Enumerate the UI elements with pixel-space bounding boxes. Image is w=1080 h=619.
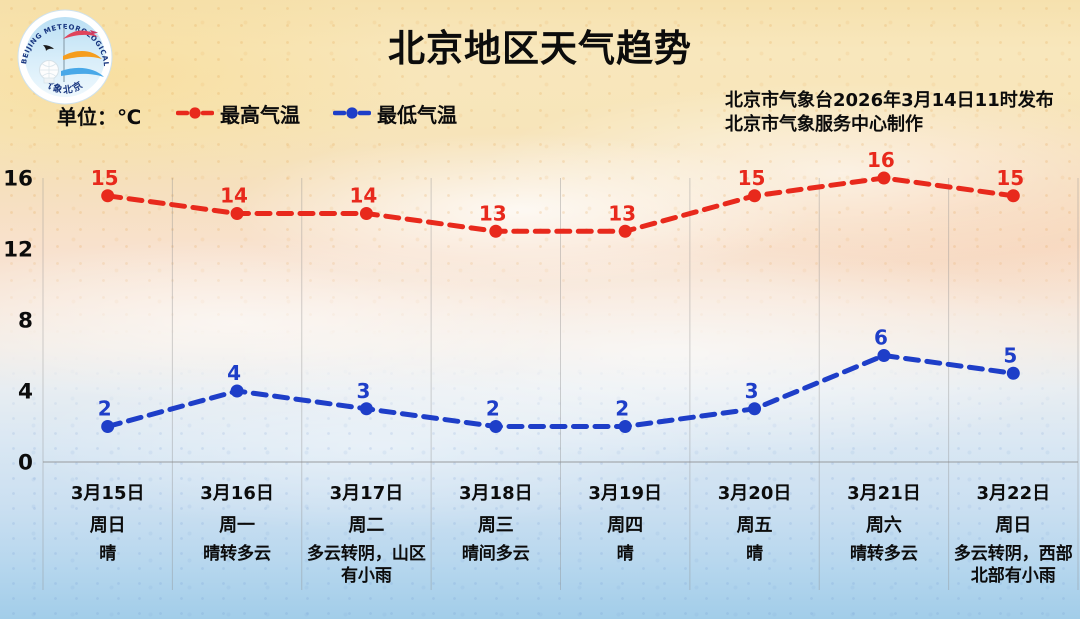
x-label-weather: 晴转多云 (849, 544, 918, 564)
issued-line2: 北京市气象服务中心制作 (725, 114, 923, 135)
data-point-label: 15 (738, 166, 766, 190)
x-label-weekday: 周一 (219, 515, 256, 536)
x-label-date: 3月15日 (70, 483, 145, 504)
data-point (877, 349, 891, 362)
data-point (359, 402, 373, 416)
x-label-weekday: 周四 (607, 515, 644, 536)
x-label-date: 3月20日 (717, 483, 792, 504)
logo-plane-icon (90, 30, 98, 35)
data-point (1006, 366, 1020, 380)
x-label-column: 3月22日周日多云转阴，西部北部有小雨 (949, 476, 1078, 611)
data-point (748, 189, 762, 203)
logo-dome-base (43, 77, 55, 84)
data-point (230, 384, 244, 398)
x-label-weather: 多云转阴，山区有小雨 (306, 544, 426, 586)
x-label-weather: 晴 (616, 544, 634, 564)
data-point (1006, 189, 1020, 203)
x-label-date: 3月17日 (329, 483, 404, 504)
x-label-weekday: 周五 (736, 515, 773, 536)
x-label-weather: 晴 (99, 544, 117, 564)
logo-blue-swoosh (61, 67, 104, 77)
series-max-temp: 15 14 14 13 13 15 16 15 (91, 148, 1024, 238)
issued-line1: 北京市气象台2026年3月14日11时发布 (725, 90, 1054, 111)
x-label-weekday: 周二 (348, 515, 385, 536)
y-tick-label: 4 (18, 380, 33, 405)
x-label-weekday: 周六 (865, 515, 902, 536)
legend-item-min-temp: 最低气温 (333, 99, 457, 128)
y-tick-label: 8 (18, 309, 33, 334)
logo-swallow-icon (43, 45, 54, 51)
x-label-column: 3月16日周一晴转多云 (172, 476, 301, 611)
x-label-column: 3月18日周三晴间多云 (431, 476, 560, 611)
data-point (101, 189, 115, 203)
data-point (489, 224, 503, 238)
x-label-date: 3月19日 (588, 483, 662, 504)
data-point (230, 207, 244, 220)
data-point-label: 13 (608, 201, 636, 225)
data-point (618, 420, 632, 433)
x-label-date: 3月22日 (976, 483, 1051, 504)
data-point-label: 2 (615, 397, 629, 421)
x-label-column: 3月19日周四晴 (561, 476, 690, 611)
logo-red-ribbon (63, 30, 98, 39)
data-point-label: 16 (867, 148, 895, 172)
x-label-date: 3月16日 (200, 483, 274, 504)
x-label-weekday: 周日 (995, 515, 1032, 536)
gridlines (42, 178, 1079, 590)
data-point-label: 5 (1003, 343, 1017, 367)
x-label-column: 3月17日周二多云转阴，山区有小雨 (302, 476, 431, 611)
data-point (359, 207, 373, 220)
legend-item-max-temp: 最高气温 (176, 99, 300, 128)
x-label-date: 3月21日 (847, 483, 921, 504)
x-label-weather: 多云转阴，西部北部有小雨 (953, 544, 1073, 586)
legend-dash-dot-swatch (176, 107, 214, 119)
beijing-meteorological-service-logo: BEIJING METEOROLOGICAL SERVICE 气象北京 (16, 8, 113, 105)
y-tick-label: 16 (3, 167, 33, 192)
y-tick-label: 12 (3, 238, 33, 263)
x-label-weekday: 周日 (89, 515, 126, 536)
data-point-label: 14 (220, 184, 248, 208)
logo-dome-lattice (40, 60, 58, 80)
data-point-label: 15 (91, 166, 119, 190)
y-tick-label: 0 (18, 451, 33, 476)
data-point-label: 15 (996, 166, 1024, 190)
page-title: 北京地区天气趋势 (388, 27, 692, 70)
data-point-label: 4 (227, 361, 241, 385)
legend-label: 最低气温 (377, 102, 457, 127)
data-point-label: 2 (98, 397, 112, 421)
data-point-label: 3 (745, 379, 759, 403)
data-point (618, 224, 632, 238)
y-axis-ticks: 0 4 8 12 16 (3, 167, 33, 476)
x-label-weather: 晴转多云 (203, 544, 272, 564)
data-point (748, 402, 762, 416)
series-line (105, 353, 1016, 429)
x-label-column: 3月21日周六晴转多云 (819, 476, 948, 611)
data-point-label: 14 (350, 184, 378, 208)
data-point-label: 3 (356, 379, 370, 403)
data-point-label: 2 (486, 397, 500, 421)
legend-dash-dot-swatch (333, 107, 371, 119)
data-point-label: 13 (479, 201, 507, 225)
x-label-column: 3月15日周日晴 (43, 476, 172, 611)
legend-label: 最高气温 (220, 102, 300, 127)
logo-orange-swoosh (63, 50, 102, 60)
x-label-date: 3月18日 (459, 483, 533, 504)
data-point-label: 6 (874, 326, 888, 350)
unit-label: 单位：℃ (57, 105, 142, 129)
x-label-weekday: 周三 (477, 515, 514, 536)
x-axis-labels: 3月15日 周日晴 3月16日 周一 晴转多云 3月17日 周二 多云转阴，山区有小雨 3月18… (0, 476, 1080, 611)
data-point (101, 420, 115, 433)
x-label-weather: 晴间多云 (461, 544, 530, 564)
x-label-weather: 晴 (746, 544, 764, 564)
chart-legend: 最高气温 最低气温 (176, 99, 490, 128)
series-min-temp: 2 4 3 2 2 3 6 5 (98, 326, 1020, 433)
series-line (105, 175, 1016, 234)
x-label-column: 3月20日周五晴 (690, 476, 819, 611)
issued-info: 北京市气象台2026年3月14日11时发布 北京市气象服务中心制作 (725, 89, 1054, 137)
data-point (489, 420, 503, 433)
data-point (877, 171, 891, 185)
